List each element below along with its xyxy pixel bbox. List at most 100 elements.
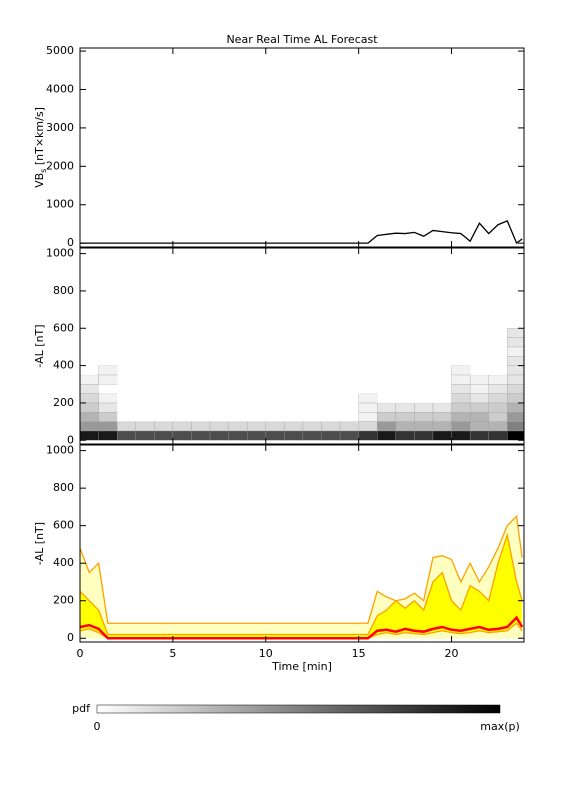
data-line [80,532,523,636]
heat-cell [228,430,248,441]
heat-cell [395,328,415,338]
heat-cell [395,384,415,394]
heat-cell [358,365,378,375]
heat-cell [302,402,322,413]
heat-cell [321,421,341,432]
heat-cell [191,374,211,385]
heat-cell [98,430,118,441]
heat-cell [98,402,118,413]
heat-cell [321,402,341,413]
heat-cell [432,384,452,394]
y-tick-label: 400 [53,556,74,569]
heat-cell [135,365,155,375]
heat-cell [172,365,192,375]
heat-cell [451,337,471,347]
heat-cell [414,328,433,338]
heat-cell [432,393,452,403]
heat-cell [172,430,192,441]
heat-cell [377,365,396,375]
heat-cell [284,374,303,385]
heat-cell [172,356,192,366]
heat-cell [507,365,524,376]
heat-cell [284,328,303,338]
heat-cell [358,356,378,366]
heat-cell [117,337,136,347]
data-line [80,220,523,245]
heat-cell [377,346,396,357]
heat-cell [321,374,341,385]
heat-cell [117,421,136,432]
heat-cell [395,412,415,422]
heat-cell [154,421,174,432]
heat-cell [488,337,508,347]
heat-cell [302,393,322,403]
heat-cell [228,346,248,357]
heat-cell [414,393,433,403]
heat-cell [117,384,136,394]
heat-cell [451,430,471,441]
heat-cell [488,421,508,432]
heat-cell [469,374,489,385]
heat-cell [154,328,173,338]
heat-cell [284,365,303,375]
heat-cell [98,346,118,357]
colorbar-max: max(p) [480,720,520,733]
heat-cell [451,374,471,385]
colorbar-label: pdf [72,702,91,715]
heat-cell [228,328,248,338]
heat-cell [488,412,508,422]
heat-cell [451,365,471,376]
heat-cell [98,412,118,422]
plot-frame [79,247,525,445]
heat-cell [80,412,99,422]
heat-cell [135,346,155,357]
heat-cell [210,393,229,403]
heat-cell [414,356,433,366]
heat-cell [507,374,524,385]
heat-cell [358,430,378,441]
heat-cell [488,374,508,385]
heat-cell [432,421,452,432]
heat-cell [209,421,229,432]
heat-cell [154,384,173,394]
heat-cell [265,402,285,413]
heat-cell [358,421,378,432]
heat-cell [432,412,452,422]
heat-cell [265,337,285,347]
heat-cell [284,337,303,347]
heat-cell [117,374,136,385]
heat-cell [358,412,378,422]
heat-cell [284,402,303,413]
y-tick-label: 0 [67,236,74,249]
y-tick-label: 3000 [46,121,74,134]
heat-cell [172,421,192,432]
heat-cell [191,337,211,347]
heat-cell [358,337,378,347]
heat-cell [172,328,192,338]
heat-cell [488,328,508,338]
heat-cell [135,393,155,403]
colorbar-min: 0 [94,720,101,733]
band-area [80,535,523,639]
heat-cell [339,430,359,441]
y-tick-label: 4000 [46,82,74,95]
heat-cell [377,421,396,432]
heat-cell [302,374,322,385]
heat-cell [98,328,118,338]
heat-cell [135,374,155,385]
heat-cell [228,421,248,432]
heat-cell [284,421,304,432]
heat-cell [172,384,192,394]
heat-cell [265,430,285,441]
heat-cell [469,384,489,394]
heat-cell [154,346,173,357]
heat-cell [210,402,229,413]
heat-cell [98,356,118,366]
heat-cell [228,337,248,347]
heat-cell [469,412,489,422]
heat-cell [414,365,433,375]
heat-cell [117,412,136,422]
heat-cell [284,430,304,441]
heat-cell [117,393,136,403]
